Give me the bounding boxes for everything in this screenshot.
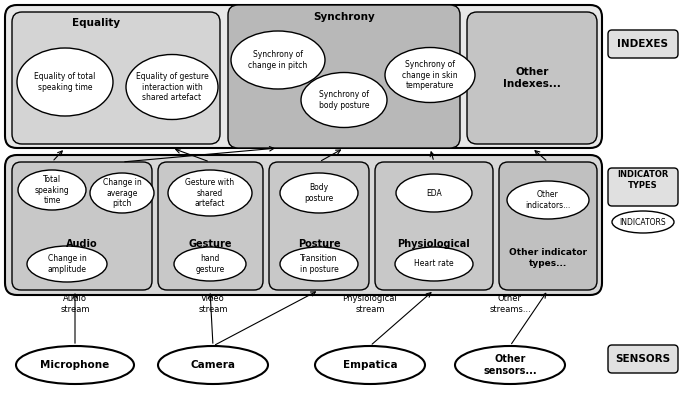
Ellipse shape bbox=[385, 48, 475, 102]
FancyBboxPatch shape bbox=[269, 162, 369, 290]
Text: Gesture: Gesture bbox=[189, 239, 232, 249]
Text: Other
streams...: Other streams... bbox=[489, 294, 531, 314]
Text: Video
stream: Video stream bbox=[198, 294, 227, 314]
Text: Synchrony: Synchrony bbox=[313, 12, 375, 22]
FancyBboxPatch shape bbox=[608, 345, 678, 373]
Text: INDICATOR
TYPES: INDICATOR TYPES bbox=[617, 170, 669, 190]
FancyBboxPatch shape bbox=[5, 155, 602, 295]
Text: INDICATORS: INDICATORS bbox=[620, 217, 667, 227]
FancyBboxPatch shape bbox=[608, 30, 678, 58]
Ellipse shape bbox=[158, 346, 268, 384]
Ellipse shape bbox=[17, 48, 113, 116]
Text: INDEXES: INDEXES bbox=[617, 39, 669, 49]
FancyBboxPatch shape bbox=[5, 5, 602, 148]
Text: Change in
amplitude: Change in amplitude bbox=[47, 254, 86, 274]
Text: Heart rate: Heart rate bbox=[414, 260, 453, 268]
Text: SENSORS: SENSORS bbox=[615, 354, 671, 364]
Text: Other indicator
types...: Other indicator types... bbox=[509, 248, 587, 268]
Text: hand
gesture: hand gesture bbox=[195, 254, 225, 274]
Text: Audio
stream: Audio stream bbox=[60, 294, 90, 314]
Ellipse shape bbox=[507, 181, 589, 219]
Text: Equality of gesture
interaction with
shared artefact: Equality of gesture interaction with sha… bbox=[136, 72, 208, 102]
Text: Synchrony of
change in pitch: Synchrony of change in pitch bbox=[249, 50, 308, 70]
Text: Empatica: Empatica bbox=[342, 360, 397, 370]
Text: Other
Indexes...: Other Indexes... bbox=[503, 67, 561, 89]
FancyBboxPatch shape bbox=[467, 12, 597, 144]
Ellipse shape bbox=[16, 346, 134, 384]
FancyBboxPatch shape bbox=[375, 162, 493, 290]
Ellipse shape bbox=[174, 247, 246, 281]
Text: Posture: Posture bbox=[298, 239, 340, 249]
Text: Equality: Equality bbox=[72, 18, 120, 28]
FancyBboxPatch shape bbox=[228, 5, 460, 148]
Text: Microphone: Microphone bbox=[40, 360, 110, 370]
Ellipse shape bbox=[280, 247, 358, 281]
Ellipse shape bbox=[301, 72, 387, 128]
FancyBboxPatch shape bbox=[12, 162, 152, 290]
Ellipse shape bbox=[18, 170, 86, 210]
Text: Physiological: Physiological bbox=[397, 239, 471, 249]
Text: Other
sensors...: Other sensors... bbox=[483, 354, 537, 376]
Text: EDA: EDA bbox=[426, 188, 442, 197]
Text: Transition
in posture: Transition in posture bbox=[299, 254, 338, 274]
FancyBboxPatch shape bbox=[608, 168, 678, 206]
Text: Camera: Camera bbox=[190, 360, 236, 370]
Text: Gesture with
shared
artefact: Gesture with shared artefact bbox=[186, 178, 234, 208]
Ellipse shape bbox=[231, 31, 325, 89]
Ellipse shape bbox=[90, 173, 154, 213]
Ellipse shape bbox=[280, 173, 358, 213]
Text: Equality of total
speaking time: Equality of total speaking time bbox=[34, 72, 96, 92]
Text: Audio: Audio bbox=[66, 239, 98, 249]
FancyBboxPatch shape bbox=[499, 162, 597, 290]
Text: Body
posture: Body posture bbox=[304, 183, 334, 203]
Ellipse shape bbox=[396, 174, 472, 212]
FancyBboxPatch shape bbox=[158, 162, 263, 290]
Ellipse shape bbox=[27, 246, 107, 282]
Ellipse shape bbox=[612, 211, 674, 233]
FancyBboxPatch shape bbox=[12, 12, 220, 144]
Text: Change in
average
pitch: Change in average pitch bbox=[103, 178, 141, 208]
Text: Total
speaking
time: Total speaking time bbox=[35, 175, 69, 205]
Text: Physiological
stream: Physiological stream bbox=[342, 294, 397, 314]
Ellipse shape bbox=[126, 54, 218, 119]
Text: Other
indicators...: Other indicators... bbox=[525, 190, 571, 210]
Ellipse shape bbox=[395, 247, 473, 281]
Text: Synchrony of
change in skin
temperature: Synchrony of change in skin temperature bbox=[402, 60, 458, 90]
Ellipse shape bbox=[315, 346, 425, 384]
Ellipse shape bbox=[168, 170, 252, 216]
Text: Synchrony of
body posture: Synchrony of body posture bbox=[319, 90, 369, 110]
Ellipse shape bbox=[455, 346, 565, 384]
